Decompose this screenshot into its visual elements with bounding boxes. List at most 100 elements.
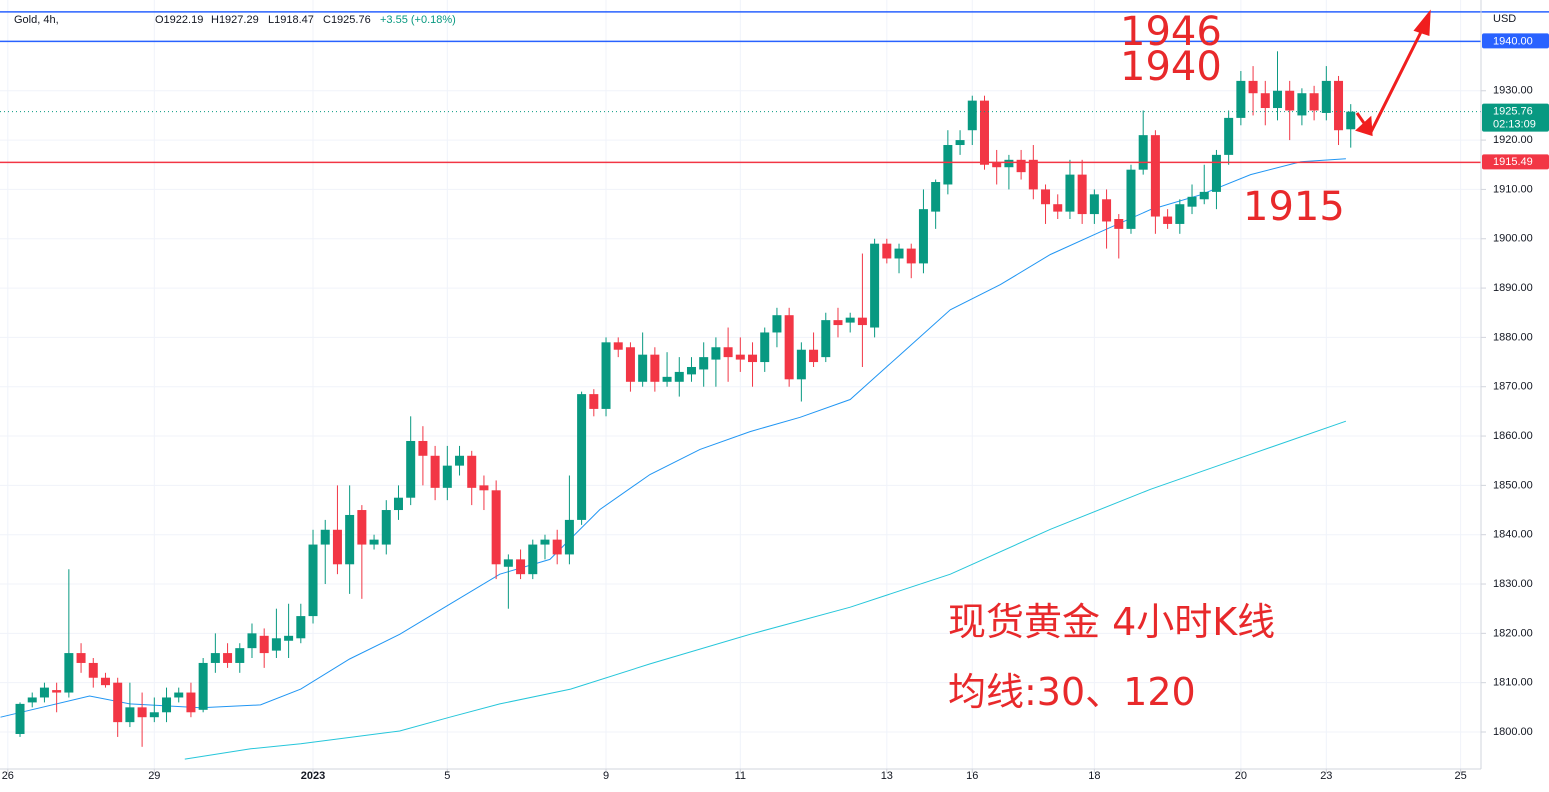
annotation: 均线:30、120 <box>948 670 1196 714</box>
ohlc-change: +3.55 (+0.18%) <box>380 14 456 26</box>
y-tick-label: 1870.00 <box>1493 381 1533 393</box>
candle-body <box>369 539 379 545</box>
price-label: 1925.76 <box>1493 106 1533 118</box>
candle-body <box>735 354 745 360</box>
candle-body <box>1089 194 1099 215</box>
candle-body <box>198 662 208 710</box>
candle-body <box>1077 174 1087 215</box>
candle-body <box>931 182 941 212</box>
candle-body <box>479 485 489 491</box>
candle-body <box>516 559 526 575</box>
candle-body <box>784 315 794 380</box>
y-tick-label: 1830.00 <box>1493 578 1533 590</box>
candle-body <box>1199 191 1209 200</box>
candle-body <box>894 248 904 259</box>
candle-body <box>15 703 25 734</box>
candle-body <box>357 510 367 545</box>
candle-body <box>882 243 892 259</box>
annotation: 现货黄金 4小时K线 <box>948 600 1275 644</box>
candle-body <box>418 440 428 456</box>
candle-body <box>1065 174 1075 212</box>
candle-body <box>186 692 196 713</box>
candle-body <box>796 349 806 380</box>
annotation: 1915 <box>1243 184 1345 230</box>
candle-body <box>589 394 599 409</box>
price-countdown: 02:13:09 <box>1493 119 1536 131</box>
price-label-box <box>1482 103 1549 132</box>
y-tick-label: 1930.00 <box>1493 85 1533 97</box>
moving-average <box>184 420 1347 760</box>
candle-body <box>528 544 538 575</box>
x-tick-label: 23 <box>1320 770 1332 782</box>
axes: 1800.00 1810.00 1820.00 1830.00 1840.00 1850.… <box>2 33 1549 782</box>
candle-body <box>686 366 696 375</box>
candle-body <box>1285 90 1295 111</box>
candle-body <box>64 653 74 693</box>
candle-body <box>809 349 819 363</box>
candle-body <box>699 357 709 370</box>
candle-body <box>52 690 62 693</box>
candle-body <box>1175 204 1185 224</box>
candle-body <box>345 514 355 565</box>
candle-body <box>491 490 501 565</box>
candle-body <box>613 342 623 350</box>
candle-body <box>1272 90 1282 109</box>
candle-body <box>455 455 465 466</box>
candle-body <box>1016 159 1026 173</box>
candle-body <box>760 332 770 363</box>
y-tick-label: 1820.00 <box>1493 627 1533 639</box>
candle-body <box>27 697 37 703</box>
candle-body <box>149 712 159 718</box>
candle-body <box>223 653 233 663</box>
candle-body <box>296 616 306 639</box>
candle-body <box>174 692 184 698</box>
y-tick-label: 1890.00 <box>1493 282 1533 294</box>
candle-body <box>1150 135 1160 217</box>
y-tick-label: 1910.00 <box>1493 183 1533 195</box>
candle-body <box>430 455 440 488</box>
candle-body <box>88 662 98 678</box>
y-tick-label: 1900.00 <box>1493 233 1533 245</box>
arrows <box>1355 9 1431 137</box>
candle-body <box>1041 189 1051 205</box>
x-tick-label: 25 <box>1454 770 1466 782</box>
x-tick-label: 11 <box>735 770 746 782</box>
y-tick-label: 1920.00 <box>1493 134 1533 146</box>
ohlc-high: H1927.29 <box>211 14 259 26</box>
candle-body <box>674 371 684 382</box>
y-tick-label: 1850.00 <box>1493 479 1533 491</box>
candle-body <box>601 342 611 409</box>
candle-body <box>992 162 1002 168</box>
plot <box>0 11 1549 760</box>
candle-body <box>650 354 660 382</box>
x-tick-label: 13 <box>881 770 893 782</box>
candle-body <box>320 529 330 545</box>
candle-body <box>1334 80 1344 131</box>
candle-body <box>943 145 953 185</box>
y-tick-label: 1860.00 <box>1493 430 1533 442</box>
candle-body <box>638 354 648 382</box>
candle-body <box>271 638 281 651</box>
x-tick-label: 2023 <box>301 770 325 782</box>
candle-body <box>906 248 916 264</box>
candle-body <box>137 707 147 718</box>
candle-body <box>625 347 635 382</box>
candle-body <box>821 320 831 358</box>
candle-body <box>723 347 733 358</box>
x-tick-label: 16 <box>966 770 978 782</box>
candle-body <box>552 539 562 555</box>
candle-body <box>467 455 477 488</box>
candle-body <box>1102 199 1112 222</box>
annotation: 1946 <box>1120 9 1222 55</box>
candle-body <box>162 697 172 713</box>
candle-body <box>748 354 758 363</box>
candle-body <box>210 653 220 663</box>
candle-body <box>1248 80 1258 94</box>
candle-body <box>308 544 318 617</box>
candle-body <box>1309 93 1319 111</box>
y-tick-label: 1880.00 <box>1493 331 1533 343</box>
candle-body <box>406 440 416 498</box>
grid <box>0 0 1481 769</box>
candle-body <box>979 100 989 165</box>
